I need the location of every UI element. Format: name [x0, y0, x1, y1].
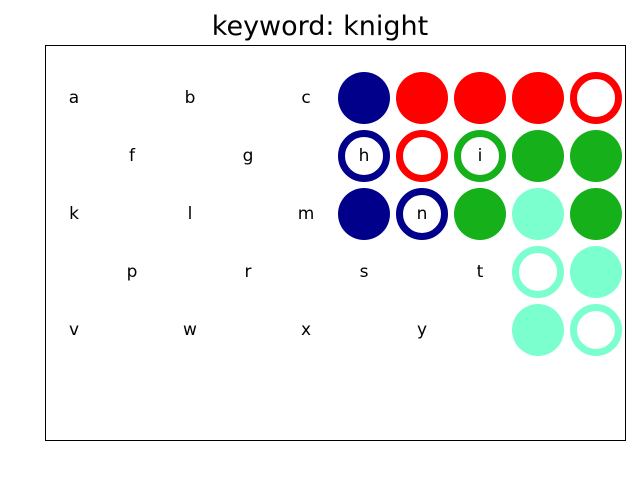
- green-ring-marker: [454, 130, 506, 182]
- green-disc-marker: [570, 188, 622, 240]
- board-frame: [45, 45, 626, 441]
- mint-disc-marker: [512, 188, 564, 240]
- letter-r: r: [245, 262, 252, 282]
- letter-t: t: [477, 262, 484, 282]
- navy-disc-marker: [338, 188, 390, 240]
- letter-v: v: [69, 320, 79, 340]
- letter-l: l: [188, 204, 193, 224]
- red-disc-marker: [454, 72, 506, 124]
- letter-s: s: [360, 262, 369, 282]
- letter-y: y: [417, 320, 427, 340]
- green-disc-marker: [454, 188, 506, 240]
- disc-letter-n: n: [417, 204, 428, 224]
- mint-ring-marker: [570, 304, 622, 356]
- disc-letter-i: i: [478, 146, 483, 166]
- navy-disc-marker: [338, 72, 390, 124]
- letter-f: f: [129, 146, 136, 166]
- mint-disc-marker: [570, 246, 622, 298]
- letter-b: b: [185, 88, 196, 108]
- red-ring-marker: [570, 72, 622, 124]
- letter-x: x: [301, 320, 311, 340]
- page-title: keyword: knight: [211, 11, 429, 42]
- mint-disc-marker: [512, 304, 564, 356]
- navy-ring-marker: [396, 188, 448, 240]
- letter-a: a: [69, 88, 79, 108]
- letter-k: k: [69, 204, 79, 224]
- letter-w: w: [183, 320, 197, 340]
- red-disc-marker: [396, 72, 448, 124]
- navy-ring-marker: [338, 130, 390, 182]
- disc-letter-h: h: [359, 146, 370, 166]
- red-disc-marker: [512, 72, 564, 124]
- board-cells: a b c h i f g n k l m p r s t v w x y: [69, 72, 622, 356]
- mint-ring-marker: [512, 246, 564, 298]
- red-ring-marker: [396, 130, 448, 182]
- green-disc-marker: [512, 130, 564, 182]
- letter-p: p: [127, 262, 138, 282]
- green-disc-marker: [570, 130, 622, 182]
- letter-g: g: [243, 146, 254, 166]
- letter-m: m: [298, 204, 315, 224]
- letter-c: c: [301, 88, 310, 108]
